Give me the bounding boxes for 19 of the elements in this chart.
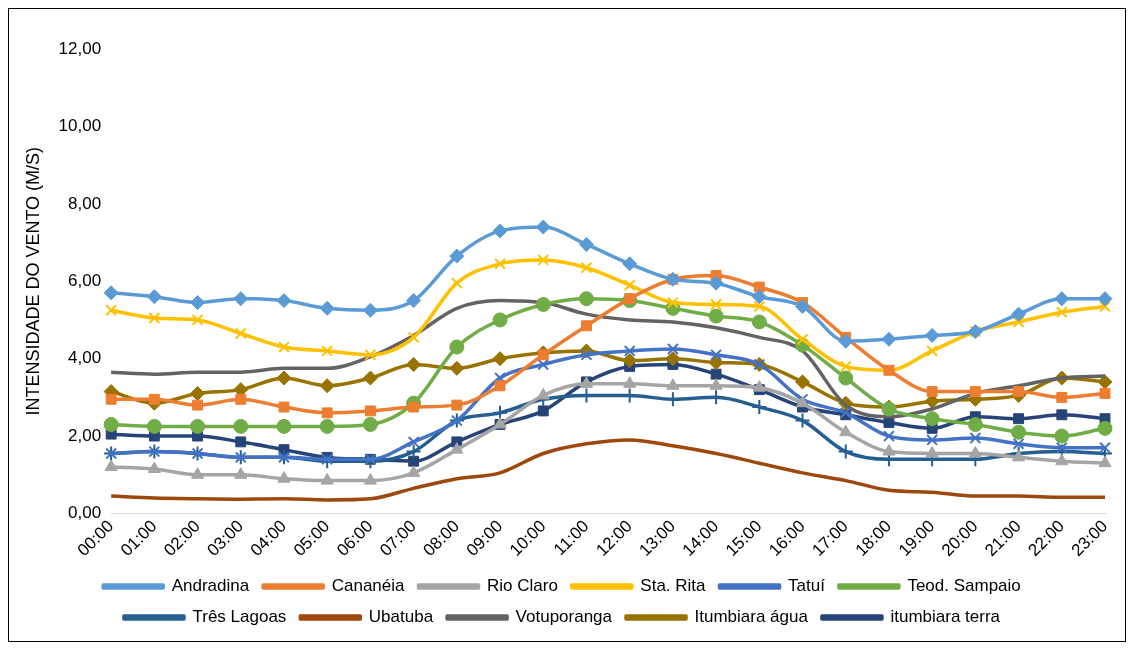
legend-label: Andradina [171, 576, 250, 596]
y-axis-title: INTENSIDADE DO VENTO (M/S) [22, 146, 43, 416]
legend-label: itumbiara terra [890, 607, 1001, 627]
y-tick-label: 0,00 [68, 503, 102, 523]
legend-label: Três Lagoas [192, 607, 287, 627]
y-tick-label: 10,00 [58, 116, 102, 136]
y-tick-label: 2,00 [68, 425, 102, 445]
legend-label: Rio Claro [486, 576, 558, 596]
legend-label: Cananéia [331, 576, 406, 596]
legend-label: Itumbiara água [694, 607, 809, 627]
legend-label: Teod. Sampaio [907, 576, 1021, 596]
legend-label: Tatuí [788, 576, 826, 596]
y-tick-label: 8,00 [68, 193, 102, 213]
legend-label: Votuporanga [515, 607, 613, 627]
y-tick-label: 4,00 [68, 348, 102, 368]
y-tick-label: 6,00 [68, 270, 102, 290]
legend-label: Sta. Rita [640, 576, 707, 596]
legend-label: Ubatuba [368, 607, 434, 627]
y-tick-label: 12,00 [58, 38, 102, 58]
